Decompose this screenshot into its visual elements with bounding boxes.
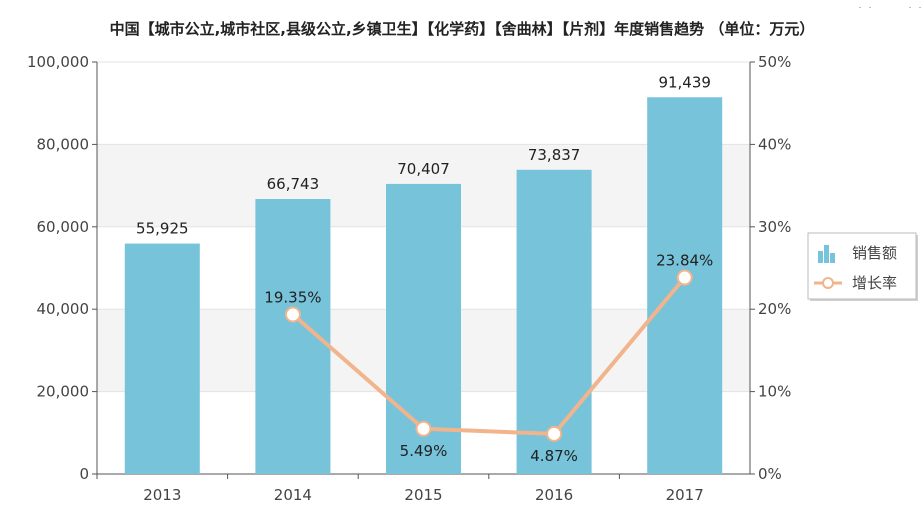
left-tick-label: 60,000 (37, 218, 90, 236)
left-tick-label: 20,000 (37, 383, 90, 401)
bar-value-label: 55,925 (136, 220, 189, 238)
toolbar-icons[interactable] (858, 0, 924, 8)
right-tick-label: 0% (758, 465, 782, 483)
bar-value-label: 66,743 (267, 175, 320, 193)
x-tick-label: 2013 (143, 486, 181, 504)
legend-label-sales: 销售额 (852, 244, 897, 262)
growth-point (415, 420, 432, 437)
legend-bar-icon (830, 253, 835, 263)
left-tick-label: 80,000 (37, 135, 90, 153)
x-tick-label: 2014 (274, 486, 312, 504)
growth-point (546, 425, 563, 442)
growth-point (676, 269, 693, 286)
growth-value-label: 23.84% (656, 252, 713, 270)
x-tick-label: 2016 (535, 486, 573, 504)
legend-bar-icon (818, 251, 823, 263)
left-tick-label: 0 (79, 465, 89, 483)
growth-value-label: 19.35% (264, 289, 321, 307)
right-tick-label: 10% (758, 383, 791, 401)
growth-line (291, 276, 687, 436)
right-tick-label: 30% (758, 218, 791, 236)
bar (516, 169, 592, 474)
legend-line-icon (822, 277, 834, 289)
bar-value-label: 91,439 (658, 73, 711, 91)
right-tick-label: 50% (758, 53, 791, 71)
growth-point (284, 306, 301, 323)
bar (647, 97, 723, 475)
left-tick-label: 40,000 (37, 300, 90, 318)
left-tick-label: 100,000 (27, 53, 89, 71)
bar-value-label: 73,837 (528, 146, 581, 164)
x-tick-label: 2017 (666, 486, 704, 504)
growth-value-label: 4.87% (530, 447, 578, 465)
bar (124, 243, 200, 474)
right-tick-label: 20% (758, 300, 791, 318)
legend-bar-icon (824, 245, 829, 263)
chart-title: 中国【城市公立,城市社区,县级公立,乡镇卫生】【化学药】【舍曲林】【片剂】年度销… (109, 20, 815, 38)
bar-value-label: 70,407 (397, 160, 450, 178)
growth-value-label: 5.49% (400, 442, 448, 460)
right-tick-label: 40% (758, 135, 791, 153)
legend-label-growth: 增长率 (852, 274, 897, 292)
x-tick-label: 2015 (404, 486, 442, 504)
